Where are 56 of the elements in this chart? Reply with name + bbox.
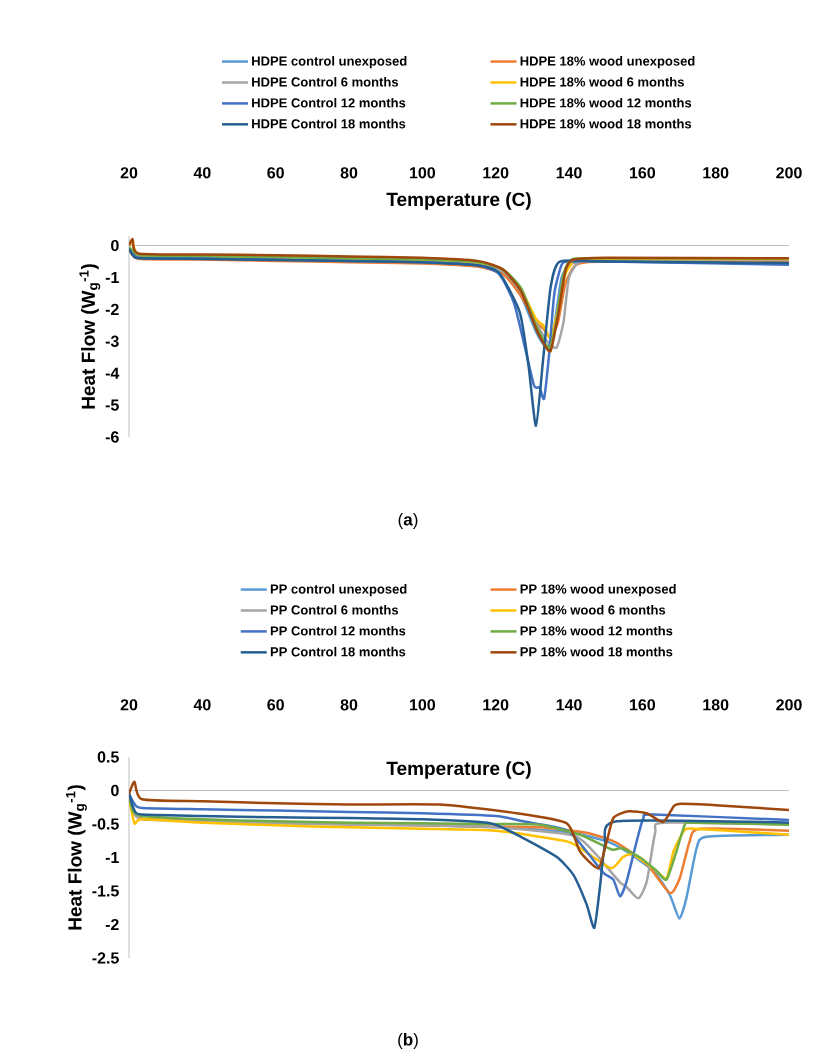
legend-label: PP 18% wood 18 months [520, 646, 673, 657]
x-tick-label: 140 [556, 699, 582, 711]
y-tick-label: -2 [105, 918, 119, 931]
x-tick-label: 40 [193, 699, 211, 711]
y-tick-label: -5 [105, 399, 119, 411]
x-tick-label: 120 [483, 699, 509, 711]
legend-label: PP 18% wood 12 months [520, 625, 673, 636]
y-tick-label: -1.5 [92, 885, 119, 897]
legend-label: HDPE Control 18 months [252, 118, 406, 129]
y-tick-label: -3 [105, 335, 119, 347]
x-tick-label: 80 [340, 699, 358, 711]
y-tick-label: 0 [111, 784, 119, 797]
x-tick-label: 140 [556, 167, 582, 179]
legend-label: HDPE 18% wood unexposed [520, 56, 695, 69]
legend-label: PP control unexposed [270, 584, 407, 597]
x-tick-label: 200 [776, 167, 802, 179]
x-tick-label: 100 [409, 699, 436, 711]
legend-label: HDPE Control 6 months [252, 77, 399, 87]
legend-label: PP Control 6 months [270, 605, 399, 615]
y-tick-label: -6 [105, 431, 119, 443]
y-tick-label: -2.5 [92, 952, 119, 964]
y-tick-label: -4 [105, 367, 120, 379]
x-axis-title: Temperature (C) [386, 192, 531, 210]
legend-label: PP Control 18 months [270, 646, 406, 657]
x-axis-title: Temperature (C) [386, 761, 531, 779]
y-tick-label: -0.5 [92, 818, 119, 830]
y-tick-label: -2 [105, 303, 119, 315]
x-tick-label: 80 [340, 167, 358, 179]
y-tick-label: 0 [111, 239, 119, 252]
legend-label: HDPE 18% wood 12 months [520, 97, 692, 108]
x-tick-label: 160 [629, 167, 656, 179]
y-tick-label: -1 [105, 271, 119, 283]
legend-label: HDPE 18% wood 6 months [520, 77, 684, 87]
text: (a) [398, 513, 418, 529]
x-tick-label: 60 [267, 699, 284, 711]
x-tick-label: 160 [629, 699, 656, 711]
legend-label: HDPE 18% wood 18 months [520, 118, 692, 129]
x-tick-label: 200 [776, 699, 802, 711]
x-tick-label: 120 [483, 167, 509, 179]
y-tick-label: 0.5 [97, 751, 119, 763]
y-axis-title: Heat Flow (W$_{g}$$^{-1}$) [79, 264, 101, 409]
y-tick-label: -1 [105, 851, 119, 863]
x-tick-label: 100 [409, 167, 436, 179]
x-tick-label: 40 [193, 167, 211, 179]
x-tick-label: 20 [120, 167, 138, 179]
x-tick-label: 60 [267, 167, 284, 179]
legend-label: PP Control 12 months [270, 625, 406, 636]
x-tick-label: 180 [703, 699, 729, 711]
x-tick-label: 180 [703, 167, 729, 179]
legend-label: PP 18% wood unexposed [520, 584, 676, 597]
x-tick-label: 20 [120, 699, 138, 711]
text: (b) [398, 1033, 418, 1049]
legend-label: HDPE Control 12 months [252, 97, 406, 108]
legend-label: HDPE control unexposed [252, 56, 407, 69]
y-axis-title: Heat Flow (W$_{g}$$^{-1}$) [66, 785, 87, 930]
legend-label: PP 18% wood 6 months [520, 605, 666, 615]
